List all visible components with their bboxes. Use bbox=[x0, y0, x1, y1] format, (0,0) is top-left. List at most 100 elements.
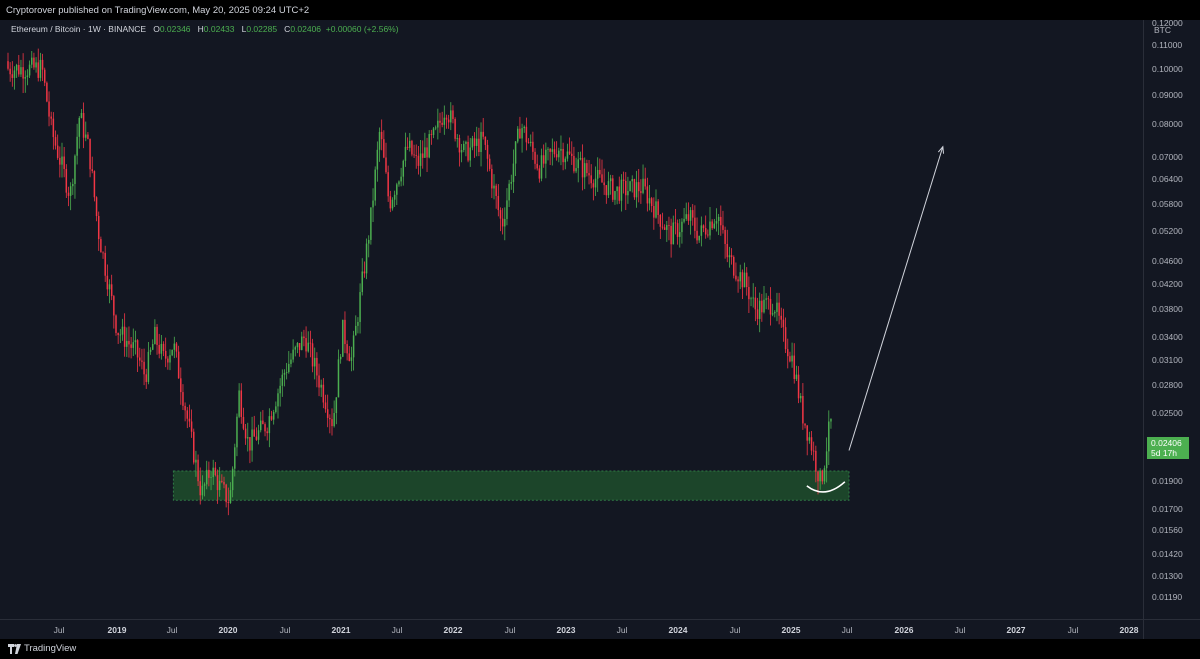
price-tick: 0.01560 bbox=[1152, 525, 1183, 536]
candle-88 bbox=[197, 454, 199, 486]
candle-366 bbox=[797, 366, 800, 404]
low-label: L bbox=[241, 24, 247, 34]
price-tick: 0.01700 bbox=[1152, 503, 1183, 514]
candle-240 bbox=[525, 117, 528, 151]
candle-196 bbox=[430, 129, 433, 145]
candle-377 bbox=[821, 469, 824, 485]
candle-180 bbox=[396, 182, 398, 206]
candle-245 bbox=[536, 154, 538, 171]
candle-369 bbox=[804, 423, 806, 429]
candle-120 bbox=[266, 427, 268, 441]
price-tick: 0.02800 bbox=[1152, 379, 1183, 390]
candle-223 bbox=[488, 154, 491, 172]
candle-37 bbox=[87, 132, 89, 140]
symbol-name[interactable]: Ethereum / Bitcoin · 1W · BINANCE bbox=[11, 24, 147, 34]
candle-125 bbox=[277, 388, 279, 419]
candle-204 bbox=[447, 114, 450, 129]
candle-161 bbox=[355, 315, 357, 336]
candle-35 bbox=[82, 102, 85, 149]
candle-252 bbox=[551, 138, 554, 166]
candle-247 bbox=[540, 148, 543, 182]
candle-102 bbox=[227, 487, 230, 516]
candle-87 bbox=[195, 450, 197, 477]
candle-273 bbox=[596, 157, 599, 192]
candle-25 bbox=[61, 142, 63, 178]
candle-65 bbox=[147, 342, 150, 385]
candle-4 bbox=[15, 63, 18, 78]
candle-351 bbox=[765, 293, 767, 310]
candle-46 bbox=[106, 264, 109, 297]
candle-208 bbox=[456, 134, 459, 148]
time-tick: 2026 bbox=[894, 625, 914, 635]
candle-58 bbox=[132, 328, 135, 357]
candle-345 bbox=[752, 283, 754, 308]
candle-218 bbox=[478, 127, 480, 157]
price-axis[interactable]: BTC 0.135000.120000.110000.100000.090000… bbox=[1143, 18, 1200, 619]
candle-277 bbox=[605, 185, 608, 204]
candle-2 bbox=[11, 61, 14, 87]
candle-22 bbox=[54, 130, 57, 150]
candle-18 bbox=[46, 81, 48, 103]
candle-367 bbox=[799, 393, 802, 403]
candle-121 bbox=[268, 408, 271, 448]
candle-184 bbox=[404, 132, 407, 167]
candle-306 bbox=[668, 216, 670, 241]
candle-222 bbox=[486, 139, 489, 172]
candle-220 bbox=[482, 117, 484, 140]
time-tick: 2027 bbox=[1006, 625, 1026, 635]
candle-363 bbox=[791, 342, 793, 368]
candle-227 bbox=[497, 184, 500, 217]
candle-340 bbox=[741, 269, 744, 300]
time-tick: Jul bbox=[954, 625, 966, 635]
candle-292 bbox=[637, 168, 640, 203]
candle-169 bbox=[372, 188, 374, 223]
projection-arrow-head bbox=[937, 145, 945, 154]
candle-98 bbox=[218, 467, 221, 497]
candle-255 bbox=[558, 147, 560, 163]
candle-286 bbox=[625, 172, 627, 211]
close-label: C bbox=[284, 24, 291, 34]
candle-264 bbox=[577, 151, 579, 183]
candle-373 bbox=[812, 441, 815, 461]
candle-157 bbox=[346, 340, 348, 361]
candle-129 bbox=[285, 362, 288, 380]
candle-86 bbox=[193, 428, 195, 465]
candle-210 bbox=[460, 143, 463, 163]
time-axis[interactable]: Jul 2019 Jul 2020 Jul 2021 Jul 2022 Jul 2023 Jul 20… bbox=[0, 619, 1143, 640]
candle-325 bbox=[709, 207, 711, 240]
candle-117 bbox=[259, 411, 262, 433]
candle-41 bbox=[95, 196, 98, 222]
candle-321 bbox=[700, 216, 703, 247]
candle-318 bbox=[694, 205, 696, 239]
candle-6 bbox=[20, 59, 22, 78]
candlestick-chart[interactable] bbox=[0, 20, 1143, 619]
candle-304 bbox=[663, 224, 666, 231]
price-tick: 0.10000 bbox=[1152, 63, 1183, 74]
tradingview-logo-icon bbox=[8, 644, 21, 654]
candle-199 bbox=[437, 108, 439, 140]
candle-376 bbox=[819, 468, 821, 490]
candle-206 bbox=[452, 105, 454, 124]
time-tick: Jul bbox=[53, 625, 65, 635]
candle-118 bbox=[262, 410, 264, 425]
time-tick: 2019 bbox=[107, 625, 127, 635]
candle-19 bbox=[48, 91, 50, 127]
candle-329 bbox=[717, 213, 720, 236]
candle-186 bbox=[409, 132, 411, 152]
publish-header: Cryptorover published on TradingView.com… bbox=[0, 0, 1200, 20]
candle-82 bbox=[184, 402, 186, 422]
candle-380 bbox=[828, 410, 830, 465]
candle-228 bbox=[499, 207, 502, 232]
candle-149 bbox=[329, 414, 331, 434]
candle-299 bbox=[653, 197, 655, 230]
candle-312 bbox=[681, 218, 683, 244]
candle-42 bbox=[97, 211, 100, 251]
candle-31 bbox=[74, 154, 76, 199]
candle-178 bbox=[391, 197, 394, 211]
candle-185 bbox=[406, 137, 409, 151]
chart-plot-area[interactable] bbox=[0, 20, 1143, 619]
candle-64 bbox=[145, 368, 147, 389]
candle-317 bbox=[691, 204, 694, 226]
candle-36 bbox=[85, 121, 87, 142]
